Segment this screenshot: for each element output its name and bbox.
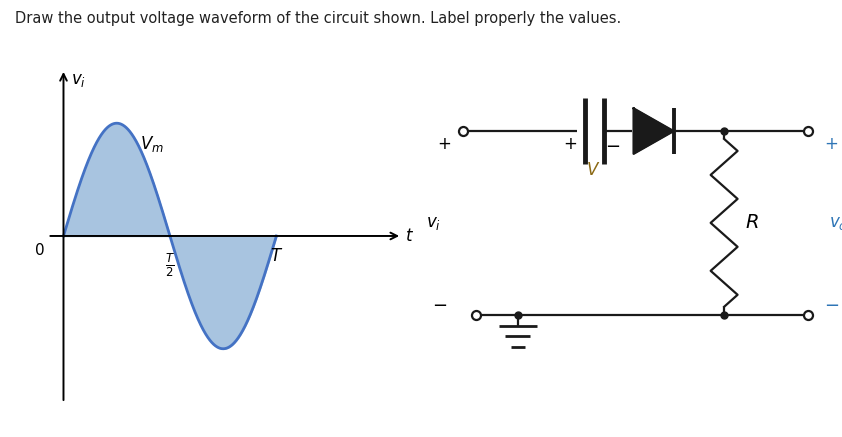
Text: $R$: $R$ [745, 213, 759, 232]
Text: $+$: $+$ [563, 135, 578, 153]
Text: $+$: $+$ [437, 135, 451, 153]
Text: $t$: $t$ [405, 227, 414, 245]
Text: $V$: $V$ [586, 161, 601, 180]
Text: 0: 0 [35, 243, 45, 258]
Text: $\frac{T}{2}$: $\frac{T}{2}$ [165, 252, 175, 279]
Text: $+$: $+$ [824, 135, 839, 153]
Text: $-$: $-$ [824, 295, 839, 313]
Text: $V_m$: $V_m$ [140, 134, 164, 153]
Polygon shape [634, 108, 674, 154]
Text: $v_i$: $v_i$ [426, 214, 441, 232]
Text: $v_i$: $v_i$ [71, 71, 86, 89]
Text: $-$: $-$ [605, 136, 620, 154]
Text: Draw the output voltage waveform of the circuit shown. Label properly the values: Draw the output voltage waveform of the … [15, 11, 621, 26]
Text: $T$: $T$ [269, 247, 283, 265]
Text: $-$: $-$ [433, 295, 447, 313]
Text: $v_o$: $v_o$ [829, 214, 842, 232]
